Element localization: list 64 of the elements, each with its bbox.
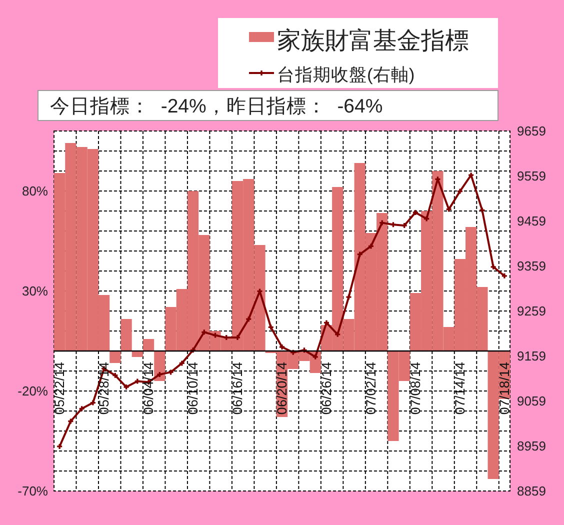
x-tick-label: 06/20/14	[274, 362, 290, 415]
point	[402, 222, 407, 228]
point	[279, 344, 285, 350]
y2-tick-label: 9659	[517, 124, 546, 139]
y2-tick-label: 9259	[517, 304, 546, 319]
point	[168, 370, 174, 375]
x-tick-label: 07/14/14	[452, 362, 468, 415]
legend-label: 家族財富基金指標	[277, 28, 469, 55]
x-tick-label: 06/10/14	[186, 362, 201, 415]
point	[124, 384, 129, 390]
bar	[110, 351, 121, 363]
x-tick-label: 06/16/14	[230, 362, 246, 415]
y2-tick-label: 9559	[517, 168, 546, 184]
x-tick-label: 07/02/14	[363, 362, 378, 415]
point	[346, 294, 352, 300]
y-tick-label: 30%	[22, 284, 48, 299]
point	[79, 406, 84, 412]
point	[468, 172, 474, 178]
point	[412, 210, 418, 215]
x-tick-label: 05/28/14	[96, 362, 112, 415]
y2-tick-label: 9059	[517, 394, 546, 409]
y-tick-label: -70%	[18, 484, 48, 499]
y2-tick-label: 9359	[517, 258, 546, 274]
legend-label: 台指期收盤(右軸)	[277, 64, 415, 84]
bar	[132, 351, 143, 357]
point	[335, 332, 340, 337]
bar	[142, 339, 154, 351]
y2-tick-label: 9459	[517, 214, 546, 229]
bar	[120, 319, 132, 351]
y-tick-label: 80%	[22, 184, 48, 199]
point	[312, 354, 318, 360]
point	[212, 332, 218, 338]
y2-tick-label: 8859	[517, 484, 546, 499]
point	[68, 418, 74, 424]
point	[424, 216, 430, 222]
point	[380, 220, 385, 226]
y2-tick-label: 8959	[517, 438, 546, 454]
point	[446, 206, 452, 212]
x-tick-label: 07/08/14	[408, 362, 423, 415]
point	[202, 330, 207, 335]
x-tick-label: 05/22/14	[52, 362, 68, 415]
point	[246, 316, 252, 322]
x-tick-label: 07/18/14	[496, 362, 512, 415]
point	[480, 208, 485, 213]
point	[134, 378, 140, 384]
y-tick-label: -20%	[18, 384, 48, 399]
point	[268, 324, 274, 330]
point	[57, 444, 62, 449]
x-tick-label: 06/26/14	[318, 362, 334, 415]
point	[502, 273, 507, 278]
point	[490, 264, 496, 270]
point	[457, 188, 462, 194]
x-tick-label: 06/04/14	[141, 362, 156, 415]
point	[157, 372, 162, 377]
chart-subtitle: 今日指標： -24%，昨日指標： -64%	[50, 96, 383, 118]
point	[112, 372, 118, 378]
point	[179, 360, 184, 366]
point	[390, 222, 396, 228]
point	[90, 400, 96, 406]
y2-tick-label: 9159	[517, 348, 546, 364]
point	[368, 244, 374, 249]
point	[324, 320, 329, 326]
point	[357, 252, 362, 257]
bar	[154, 351, 166, 381]
